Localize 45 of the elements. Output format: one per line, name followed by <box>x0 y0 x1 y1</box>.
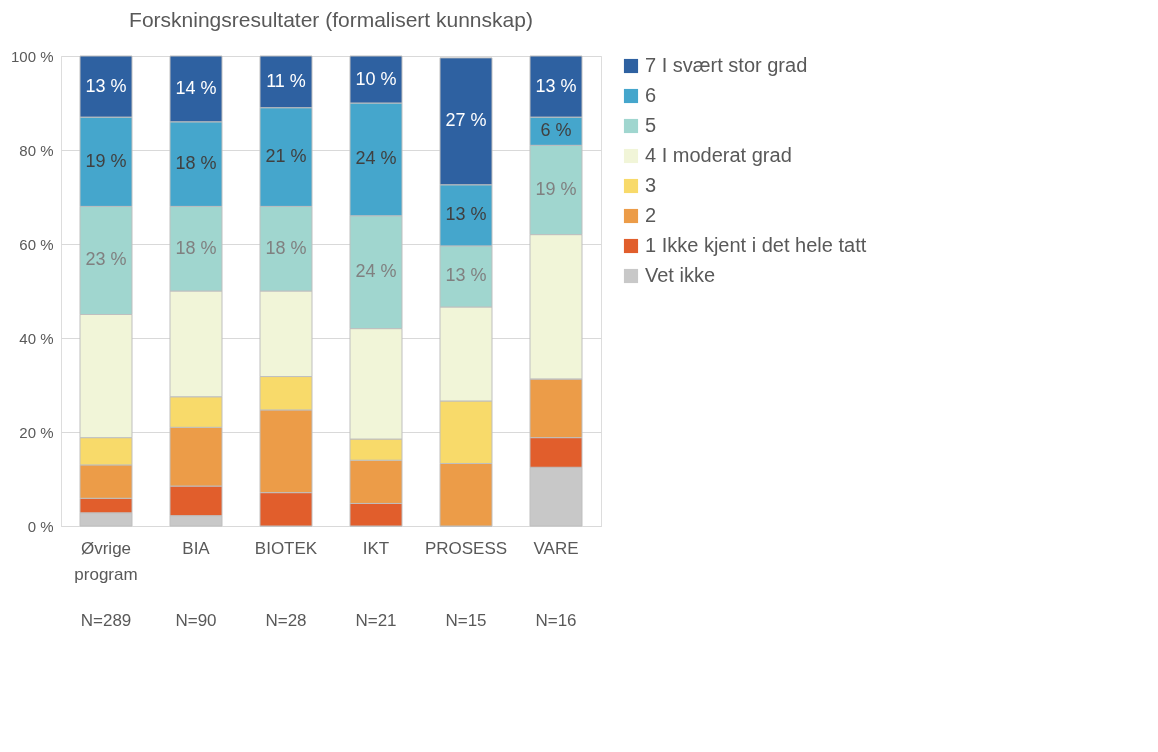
text: N=21 <box>355 611 397 630</box>
data-label: 24 % <box>355 261 397 282</box>
data-label: 10 % <box>355 68 397 89</box>
x-tick-label: IKT <box>362 538 390 558</box>
x-tick-label: BIOTEK <box>254 538 318 558</box>
data-label: 13 % <box>445 265 487 286</box>
data-label: 14 % <box>175 77 217 98</box>
text: N=28 <box>265 611 307 630</box>
chart-title: Forskningsresultater (formalisert kunnskap) <box>129 8 533 31</box>
legend-label: 3 <box>645 174 657 196</box>
text: N=15 <box>445 611 487 630</box>
data-label: 18 % <box>265 237 307 258</box>
y-tick-label: 20 % <box>19 423 54 441</box>
data-label: 23 % <box>85 249 127 270</box>
x-tick-label: BIA <box>182 538 211 558</box>
legend-label: 7 I svært stor grad <box>645 54 808 76</box>
data-label: 11 % <box>266 70 306 91</box>
legend-label: 1 Ikke kjent i det hele tatt <box>645 234 867 256</box>
legend-label: 2 <box>645 204 657 226</box>
legend-label: Vet ikke <box>645 264 716 286</box>
text: N=16 <box>535 611 577 630</box>
y-tick-label: 40 % <box>19 329 54 347</box>
text: N=289 <box>80 611 132 630</box>
text: N=90 <box>175 611 217 630</box>
data-label: 21 % <box>265 146 307 167</box>
data-label: 24 % <box>355 148 397 169</box>
data-label: 18 % <box>175 153 217 174</box>
data-label: 19 % <box>535 178 577 199</box>
data-label: 19 % <box>85 150 127 171</box>
y-tick-label: 60 % <box>19 235 54 253</box>
data-label: 13 % <box>445 204 487 225</box>
data-label: 6 % <box>540 120 572 141</box>
y-tick-label: 80 % <box>19 141 54 159</box>
data-label: 13 % <box>85 75 127 96</box>
data-label: 18 % <box>175 237 217 258</box>
legend-label: 4 I moderat grad <box>645 144 792 166</box>
x-tick-label: Øvrige program <box>74 538 138 584</box>
x-tick-label: PROSESS <box>424 538 508 558</box>
data-label: 13 % <box>535 75 577 96</box>
y-tick-label: 0 % <box>27 517 54 535</box>
legend-label: 5 <box>645 114 657 136</box>
data-label: 27 % <box>445 110 487 131</box>
y-tick-label: 100 % <box>10 47 54 65</box>
legend-label: 6 <box>645 84 657 106</box>
x-tick-label: VARE <box>533 538 579 558</box>
